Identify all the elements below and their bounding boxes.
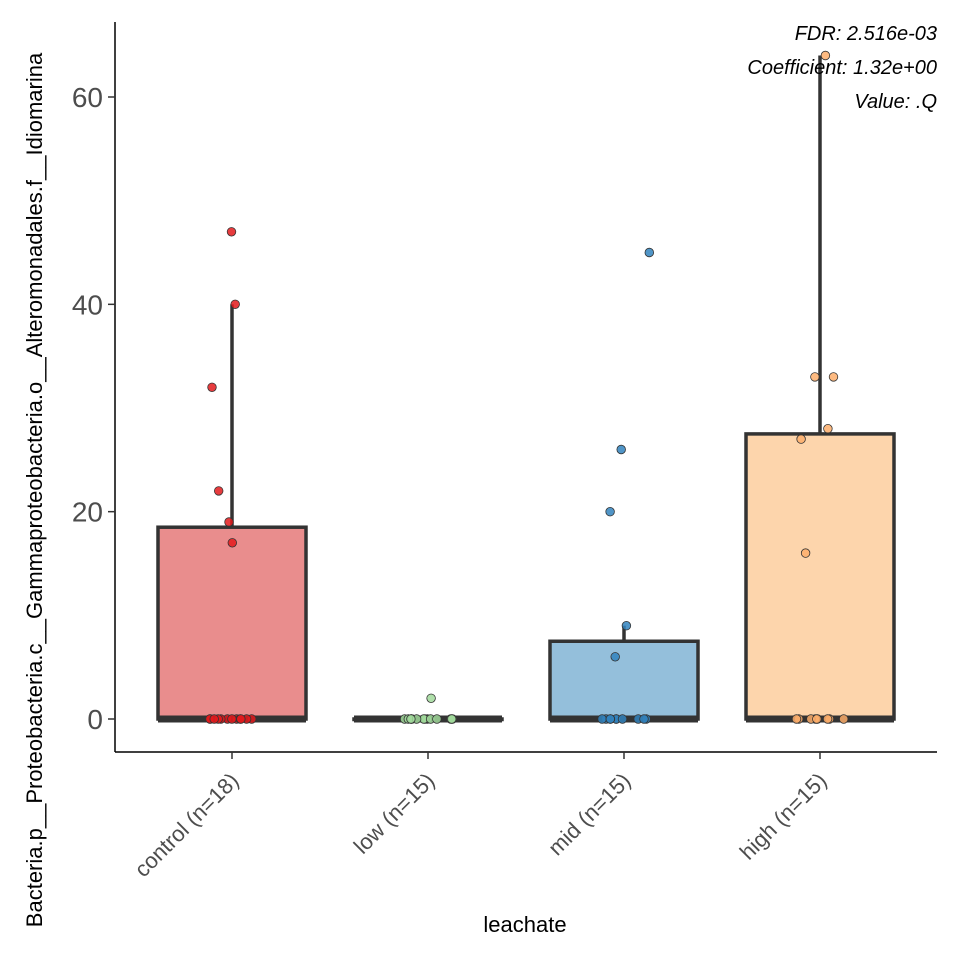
data-point [639, 714, 649, 724]
data-point [227, 714, 237, 724]
data-point [230, 299, 240, 310]
data-point [224, 517, 234, 527]
x-tick-label: mid (n=15) [543, 768, 635, 860]
data-point [227, 538, 238, 548]
y-tick-label: 20 [72, 497, 103, 528]
box-body [744, 432, 896, 721]
labels-layer: 0 20 40 60 control (n=18) low (n=15) mid (n=15… [72, 82, 832, 882]
y-tick-label: 60 [72, 82, 103, 113]
x-tick-label: high (n=15) [735, 768, 832, 865]
data-point [828, 372, 839, 382]
data-point [812, 714, 822, 724]
data-point [207, 382, 217, 393]
x-tick-label: control (n=18) [129, 768, 243, 882]
data-point [810, 372, 820, 382]
data-point [839, 714, 849, 724]
data-point [213, 486, 224, 496]
data-point [406, 714, 416, 724]
data-point [597, 714, 607, 724]
data-point [426, 693, 436, 704]
x-tick-label: low (n=15) [349, 768, 440, 859]
annotation-value: Value: .Q [854, 91, 937, 113]
data-point [605, 507, 615, 517]
box-body [156, 525, 308, 721]
data-point [447, 714, 457, 724]
data-point [209, 714, 219, 724]
data-point [644, 247, 655, 258]
points-layer [205, 50, 849, 724]
y-tick-label: 0 [87, 704, 103, 735]
box-2 [548, 625, 700, 723]
data-point [822, 714, 833, 724]
annotation-coefficient: Coefficient: 1.32e+00 [747, 57, 937, 79]
data-point [236, 714, 246, 724]
y-axis-title: Bacteria.p__Proteobacteria.c__Gammaprote… [22, 52, 47, 927]
data-point [820, 50, 831, 61]
box-0 [156, 304, 308, 723]
data-point [610, 652, 620, 662]
data-point [800, 548, 811, 558]
axes [108, 22, 937, 759]
data-point [617, 714, 628, 724]
data-point [616, 444, 626, 455]
data-point [621, 621, 632, 631]
box-body [548, 639, 700, 721]
data-point [432, 714, 442, 724]
data-point [791, 714, 802, 724]
x-axis-title: leachate [483, 912, 566, 937]
data-point [823, 424, 833, 434]
data-point [605, 714, 616, 724]
data-point [796, 434, 806, 444]
boxes-layer [156, 55, 896, 723]
data-point [226, 227, 237, 237]
annotation-fdr: FDR: 2.516e-03 [795, 23, 937, 45]
box-3 [744, 55, 896, 723]
y-tick-label: 40 [72, 289, 103, 320]
